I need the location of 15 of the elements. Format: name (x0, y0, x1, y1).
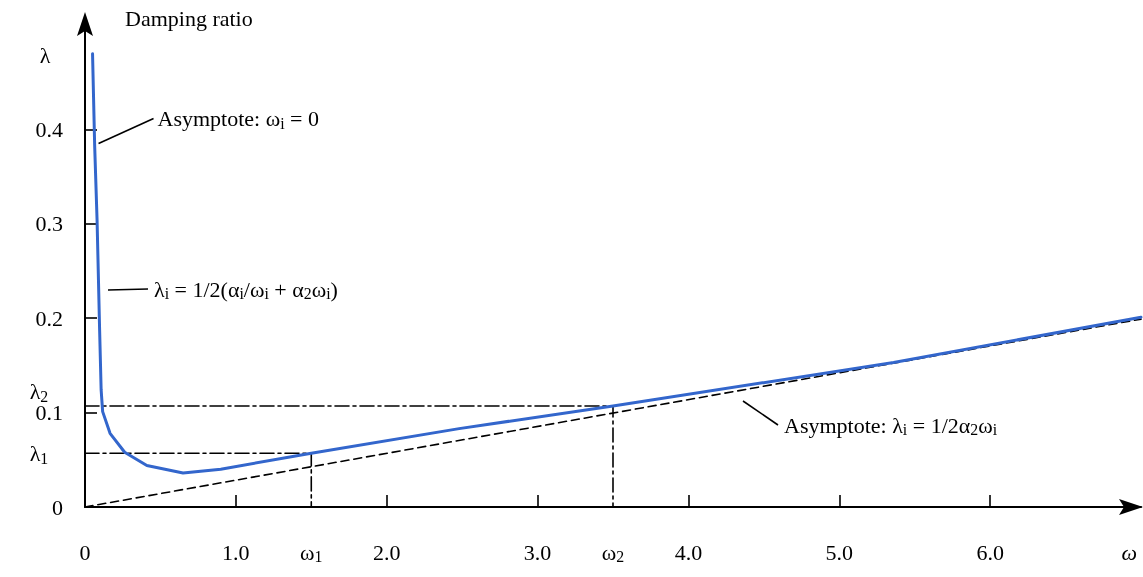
y-axis-title: λ (39, 42, 51, 68)
y-tick-label: 0.3 (35, 211, 63, 237)
x-tick-label: 0 (79, 539, 91, 565)
y-tick-label: 0.2 (35, 305, 63, 331)
x-tick-label: 2.0 (372, 539, 401, 565)
x-tick-label: 3.0 (523, 539, 552, 565)
y-tick-label: 0.4 (35, 116, 63, 142)
chart-title: Damping ratio (125, 5, 253, 31)
x-axis-title: ω (1121, 539, 1137, 565)
line-series (91, 52, 1143, 475)
x-tick-label: 4.0 (674, 539, 703, 565)
x-tick-label: 5.0 (825, 539, 854, 565)
x-tick-label: 1.0 (222, 539, 250, 565)
x-tick-label: 6.0 (976, 539, 1004, 565)
y-tick-label: 0 (52, 494, 63, 520)
